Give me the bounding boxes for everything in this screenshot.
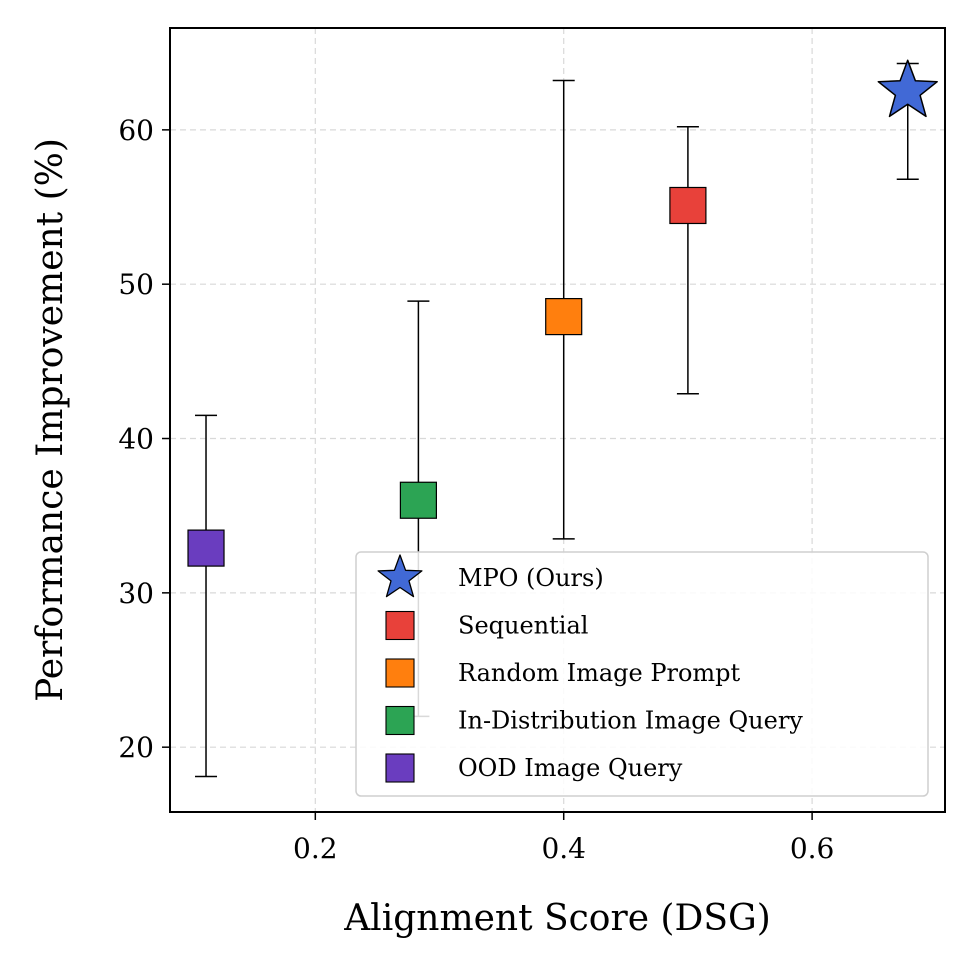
mpo-ours-marker xyxy=(877,59,938,118)
ood-image-query-legend-label: OOD Image Query xyxy=(458,754,683,782)
random-image-prompt-legend-marker xyxy=(385,658,415,688)
mpo-ours-legend-label: MPO (Ours) xyxy=(458,564,604,592)
x-axis-ticks: 0.2 0.4 0.6 xyxy=(293,812,834,865)
in-distribution-image-query-legend-marker xyxy=(385,705,415,736)
ood-image-query-marker xyxy=(187,529,225,567)
plot-frame xyxy=(169,27,946,813)
random-image-prompt-legend-label: Random Image Prompt xyxy=(458,659,741,687)
in-distribution-image-query-marker xyxy=(399,481,437,519)
x-tick-label: 0.2 xyxy=(293,832,338,865)
random-image-prompt-marker xyxy=(545,297,583,336)
sequential-legend-marker xyxy=(385,610,415,641)
x-axis-title: Alignment Score (DSG) xyxy=(343,898,771,939)
sequential-legend-label: Sequential xyxy=(458,612,588,640)
sequential-marker xyxy=(669,186,707,225)
y-tick-label: 50 xyxy=(118,268,154,301)
legend-box xyxy=(355,551,929,797)
y-tick-label: 30 xyxy=(118,577,154,610)
in-distribution-image-query-legend-label: In-Distribution Image Query xyxy=(458,707,803,735)
legend: MPO (Ours) Sequential Random Image Prompt I… xyxy=(355,551,929,797)
y-tick-label: 60 xyxy=(118,114,154,147)
y-axis-title: Performance Improvement (%) xyxy=(30,138,71,702)
x-tick-label: 0.6 xyxy=(790,832,835,865)
x-tick-label: 0.4 xyxy=(541,832,586,865)
data-markers xyxy=(187,59,938,567)
mpo-ours-legend-marker xyxy=(377,554,423,598)
ood-image-query-legend-marker xyxy=(385,753,415,783)
y-axis-ticks: 20 30 40 50 60 xyxy=(118,114,170,764)
y-tick-label: 20 xyxy=(118,731,154,764)
y-tick-label: 40 xyxy=(118,423,154,456)
